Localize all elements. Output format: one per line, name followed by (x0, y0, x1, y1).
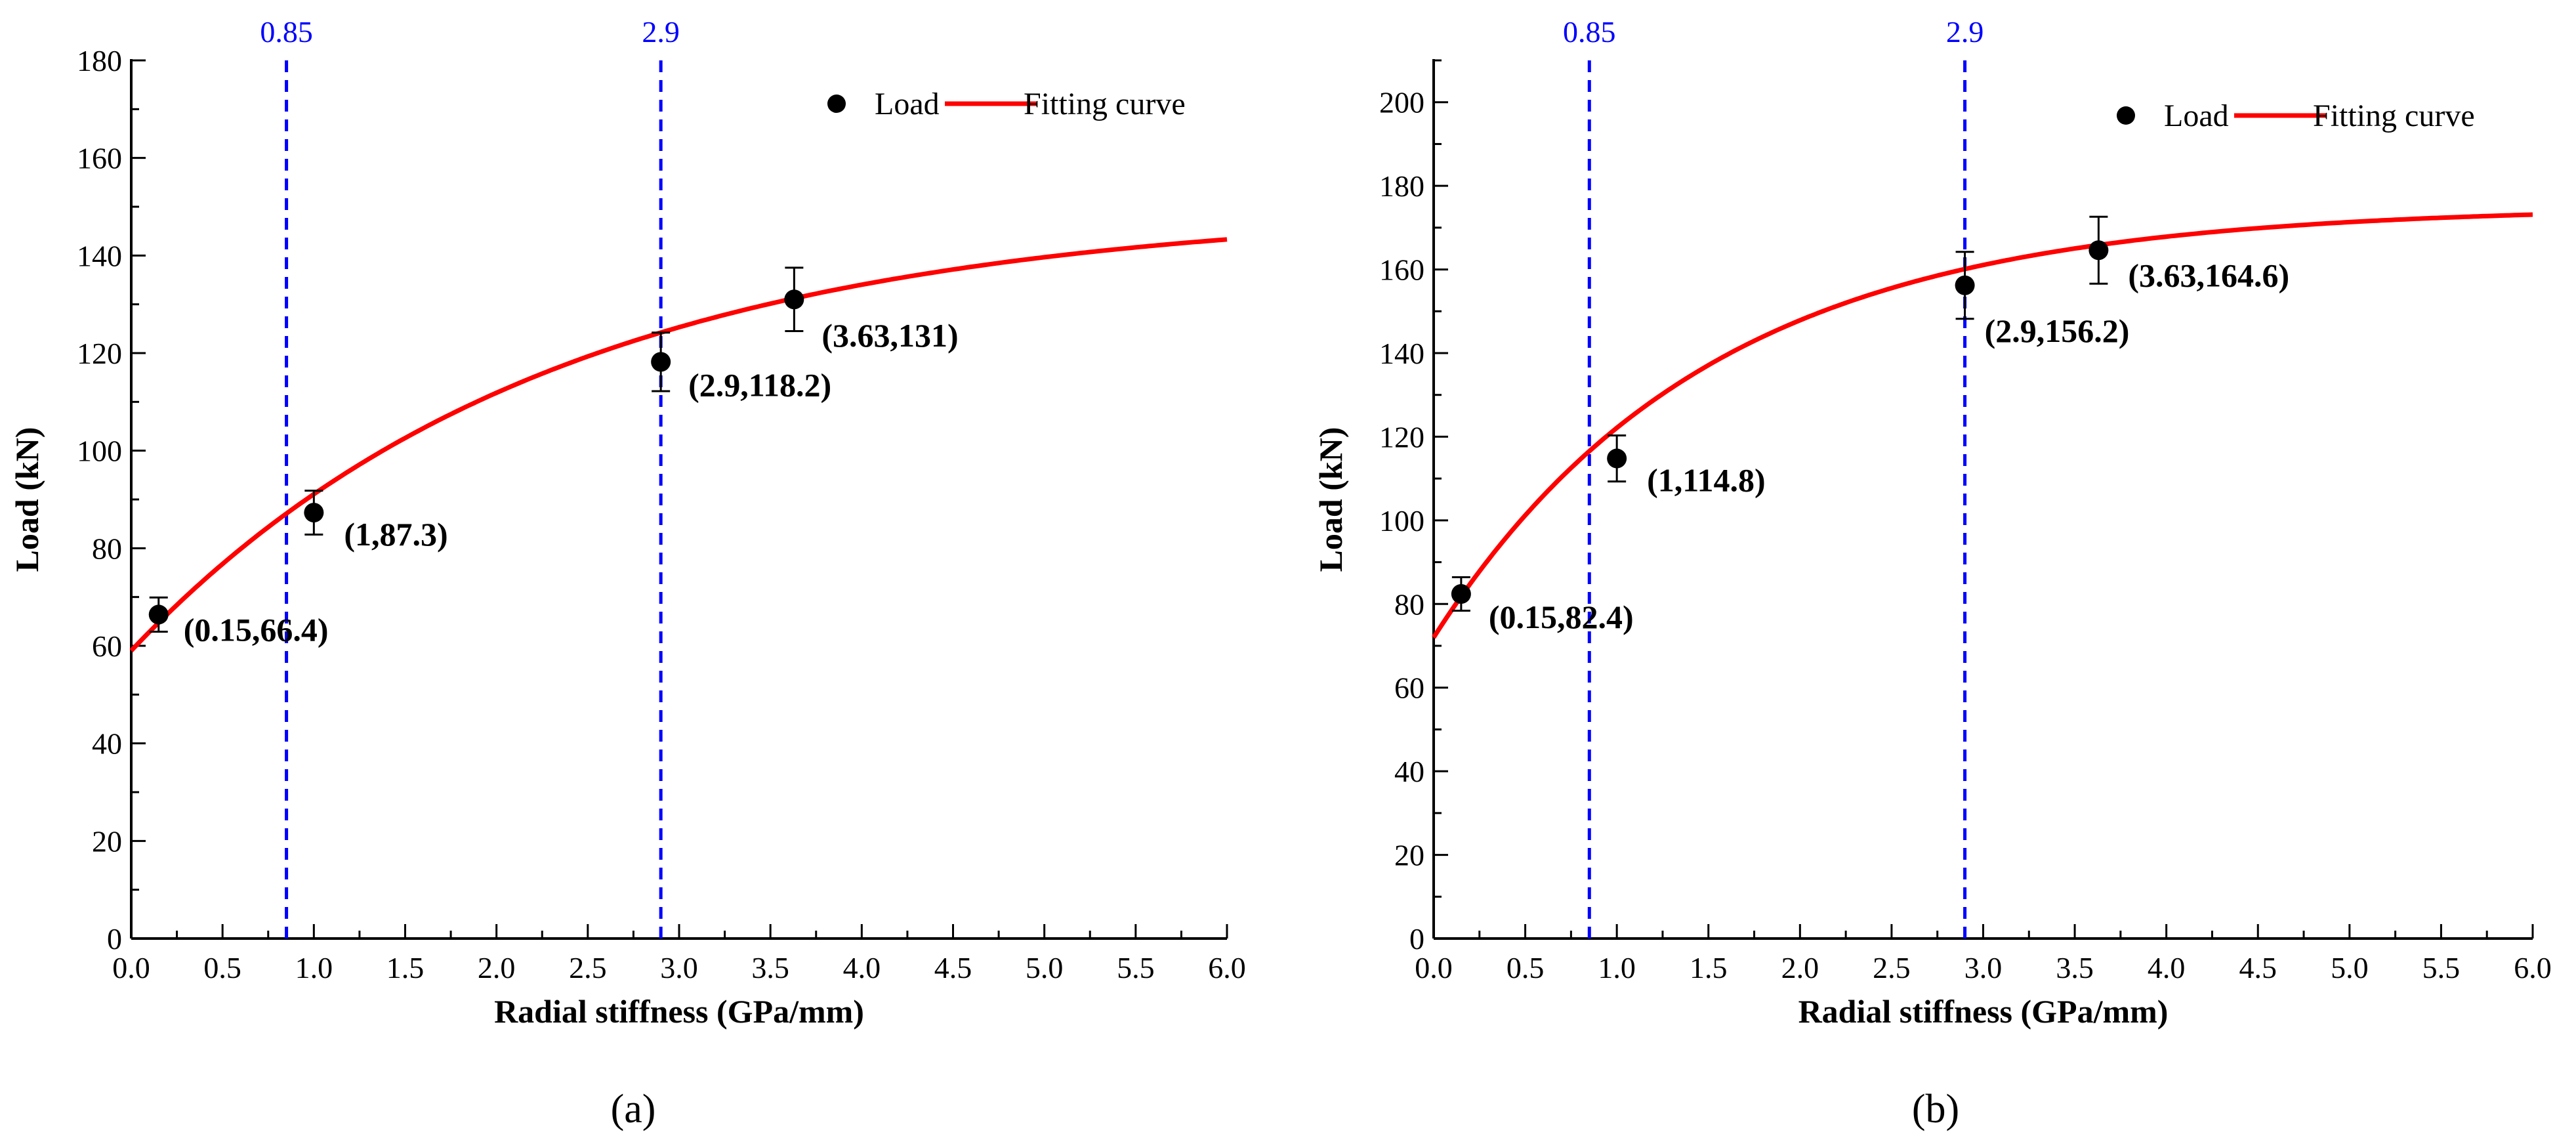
data-label: (1,87.3) (344, 516, 447, 553)
x-tick-label: 3.0 (660, 951, 698, 984)
x-tick-label: 3.5 (751, 951, 789, 984)
x-tick-label: 1.5 (1690, 951, 1728, 984)
x-tick-label: 6.0 (2514, 951, 2552, 984)
x-tick-label: 4.5 (2239, 951, 2277, 984)
y-axis-title: Load (kN) (1312, 427, 1349, 572)
x-tick-label: 3.0 (1964, 951, 2003, 984)
data-label: (3.63,131) (821, 317, 958, 354)
data-point (2088, 240, 2109, 261)
fitting-curve (129, 237, 1228, 652)
y-tick-label: 100 (1379, 504, 1424, 538)
x-tick-label: 1.5 (386, 951, 425, 984)
y-tick-label: 0 (1409, 922, 1424, 956)
y-tick-label: 120 (1379, 420, 1424, 454)
data-label: (2.9,156.2) (1985, 312, 2130, 349)
legend: Load Fitting curve (827, 87, 1186, 121)
x-tick-label: 2.5 (569, 951, 607, 984)
x-tick-label: 0.0 (1415, 951, 1453, 984)
x-axis-title: Radial stiffness (GPa/mm) (1798, 993, 2169, 1030)
data-label: (0.15,66.4) (184, 611, 329, 648)
data-label: (1,114.8) (1647, 462, 1766, 499)
y-tick-label: 60 (92, 629, 122, 663)
panel-b: 0.0 0.5 1.0 1.5 2.0 2.5 3.0 3.5 4.0 4.5 5.0 5.5 6.0 0… (1312, 15, 2552, 1131)
y-tick-label: 160 (1379, 253, 1424, 287)
y-tick-label: 40 (92, 727, 122, 761)
legend: Load Fitting curve (2117, 98, 2475, 133)
x-tick-label: 5.5 (2422, 951, 2461, 984)
data-point (651, 352, 671, 372)
x-axis-title: Radial stiffness (GPa/mm) (494, 993, 864, 1030)
x-tick-label: 0.5 (203, 951, 241, 984)
x-tick-label: 4.0 (2148, 951, 2186, 984)
y-axis-title: Load (kN) (9, 427, 45, 572)
data-point (1955, 275, 1975, 295)
x-tick-label: 3.5 (2056, 951, 2094, 984)
reference-line-label: 0.85 (260, 15, 313, 49)
legend-label-curve: Fitting curve (1024, 87, 1186, 121)
x-tick-label: 1.0 (295, 951, 333, 984)
y-tick-label: 0 (107, 922, 122, 956)
y-tick-label: 180 (1379, 169, 1424, 203)
y-tick-label: 80 (92, 532, 122, 565)
y-tick-label: 100 (77, 434, 122, 468)
panel-a: 0.0 0.5 1.0 1.5 2.0 2.5 3.0 3.5 4.0 4.5 5.0 5.5 6.0 0… (9, 15, 1246, 1131)
panel-caption: (a) (611, 1087, 656, 1131)
x-tick-label: 4.0 (843, 951, 881, 984)
data-point (148, 604, 169, 625)
y-tick-label: 180 (77, 44, 122, 77)
y-tick-label: 60 (1394, 671, 1424, 705)
y-tick-label: 140 (77, 239, 122, 272)
y-tick-label: 140 (1379, 337, 1424, 370)
y-tick-label: 120 (77, 337, 122, 370)
data-label: (3.63,164.6) (2128, 257, 2289, 293)
panel-caption: (b) (1912, 1087, 1959, 1131)
data-label: (2.9,118.2) (688, 366, 831, 403)
y-tick-label: 160 (77, 142, 122, 175)
x-tick-label: 5.0 (1026, 951, 1064, 984)
x-tick-label: 1.0 (1598, 951, 1636, 984)
y-tick-label: 200 (1379, 86, 1424, 119)
x-tick-label: 5.5 (1117, 951, 1155, 984)
reference-line-label: 0.85 (1563, 15, 1616, 49)
legend-marker-load (827, 95, 846, 113)
y-tick-label: 40 (1394, 755, 1424, 788)
reference-line-label: 2.9 (642, 15, 680, 49)
y-tick-label: 80 (1394, 587, 1424, 621)
x-tick-label: 2.0 (478, 951, 516, 984)
x-tick-label: 2.0 (1781, 951, 1819, 984)
fitting-curve (1432, 212, 2533, 639)
x-tick-label: 4.5 (934, 951, 972, 984)
reference-line-label: 2.9 (1946, 15, 1984, 49)
data-label: (0.15,82.4) (1489, 599, 1634, 635)
y-tick-label: 20 (1394, 839, 1424, 872)
data-point (304, 503, 324, 523)
legend-marker-load (2117, 106, 2135, 125)
x-tick-label: 0.0 (112, 951, 150, 984)
x-tick-label: 0.5 (1506, 951, 1545, 984)
x-tick-label: 6.0 (1208, 951, 1246, 984)
x-tick-label: 2.5 (1873, 951, 1911, 984)
y-tick-label: 20 (92, 824, 122, 858)
legend-label-load: Load (875, 87, 940, 121)
data-point (1607, 448, 1627, 469)
x-tick-label: 5.0 (2331, 951, 2369, 984)
data-point (1451, 583, 1471, 604)
legend-label-load: Load (2164, 98, 2229, 133)
legend-label-curve: Fitting curve (2313, 98, 2475, 133)
data-point (784, 289, 804, 310)
